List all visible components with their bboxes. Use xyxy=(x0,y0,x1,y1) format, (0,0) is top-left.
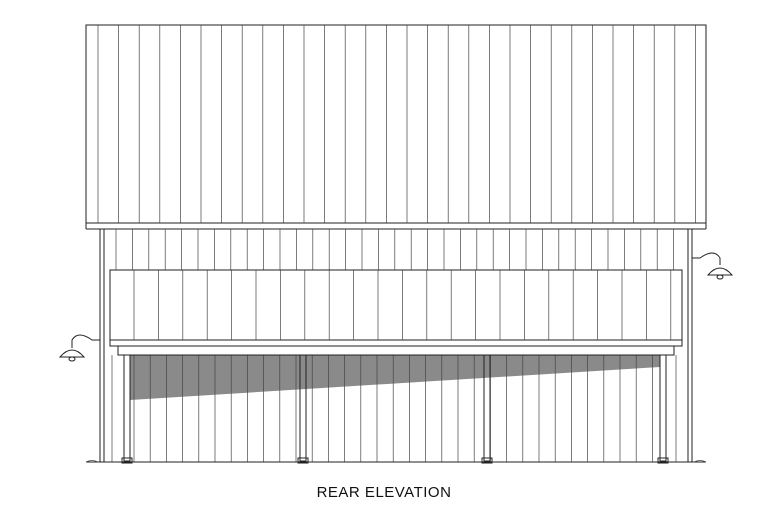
post xyxy=(299,354,307,462)
lower-siding xyxy=(111,355,677,462)
light-bulb xyxy=(716,274,724,280)
wall-light xyxy=(692,252,734,280)
light-arm xyxy=(692,252,721,265)
post-base xyxy=(121,457,133,464)
post xyxy=(659,354,667,462)
post xyxy=(483,354,491,462)
ground-mark xyxy=(85,460,99,463)
light-bulb xyxy=(68,356,76,362)
shadow xyxy=(130,355,660,400)
post-base xyxy=(657,457,669,464)
wall-light xyxy=(58,334,100,362)
porch-roof xyxy=(109,269,683,356)
beam xyxy=(117,345,675,356)
post-base xyxy=(481,457,493,464)
porch-roof-trim xyxy=(109,339,683,347)
wall xyxy=(99,229,693,462)
post xyxy=(123,354,131,462)
light-shade xyxy=(706,267,734,276)
roof xyxy=(85,24,707,230)
porch-roof-face xyxy=(109,269,683,341)
upper-siding xyxy=(115,229,674,270)
post-base xyxy=(297,457,309,464)
caption: REAR ELEVATION xyxy=(317,484,452,501)
light-shade xyxy=(58,349,86,358)
light-arm xyxy=(71,334,100,348)
posts xyxy=(121,354,669,464)
ground-mark xyxy=(693,460,707,463)
